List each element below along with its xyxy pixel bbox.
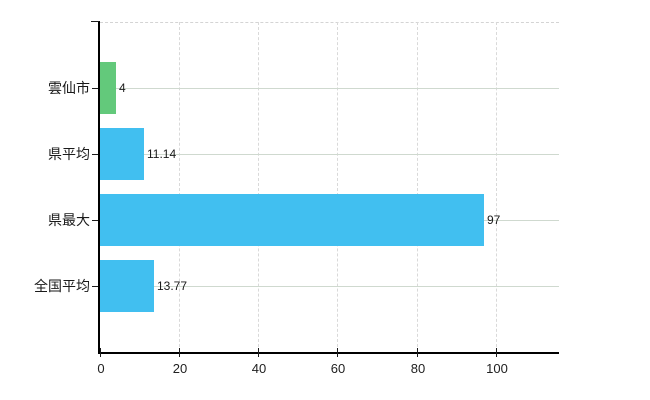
x-axis-tick-label: 20 [172, 361, 188, 376]
category-label: 県最大 [48, 212, 90, 228]
bar-value-label: 11.14 [147, 147, 177, 161]
horizontal-gridline [100, 154, 559, 155]
x-axis-tick [258, 348, 259, 357]
category-label: 県平均 [48, 146, 90, 162]
x-axis-tick-label: 60 [330, 361, 346, 376]
bar-全国平均 [100, 260, 154, 312]
bar-県最大 [100, 194, 484, 246]
y-axis-top-cap [91, 21, 99, 22]
x-axis-tick-label: 0 [97, 361, 105, 376]
y-axis-tick [92, 154, 99, 155]
horizontal-gridline [100, 286, 559, 287]
bar-value-label: 13.77 [157, 279, 188, 293]
x-axis-tick-label: 40 [251, 361, 267, 376]
bar-value-label: 4 [119, 81, 126, 95]
category-label: 雲仙市 [48, 80, 90, 96]
x-axis-line [98, 352, 559, 354]
vertical-gridline [417, 22, 418, 352]
x-axis-tick [179, 348, 180, 357]
x-axis-tick [496, 348, 497, 357]
plot-top-border [100, 22, 559, 23]
y-axis-tick [92, 88, 99, 89]
vertical-gridline [337, 22, 338, 352]
x-axis-tick [100, 348, 101, 357]
x-axis-tick [337, 348, 338, 357]
category-label: 全国平均 [34, 278, 90, 294]
bar-県平均 [100, 128, 144, 180]
bar-雲仙市 [100, 62, 116, 114]
vertical-gridline [179, 22, 180, 352]
x-axis-tick-label: 80 [410, 361, 426, 376]
bar-value-label: 97 [487, 213, 501, 227]
x-axis-tick-label: 100 [486, 361, 508, 376]
horizontal-gridline [100, 88, 559, 89]
y-axis-tick [92, 220, 99, 221]
vertical-gridline [258, 22, 259, 352]
vertical-gridline [496, 22, 497, 352]
x-axis-tick [417, 348, 418, 357]
y-axis-tick [92, 286, 99, 287]
y-axis-line [98, 21, 100, 354]
